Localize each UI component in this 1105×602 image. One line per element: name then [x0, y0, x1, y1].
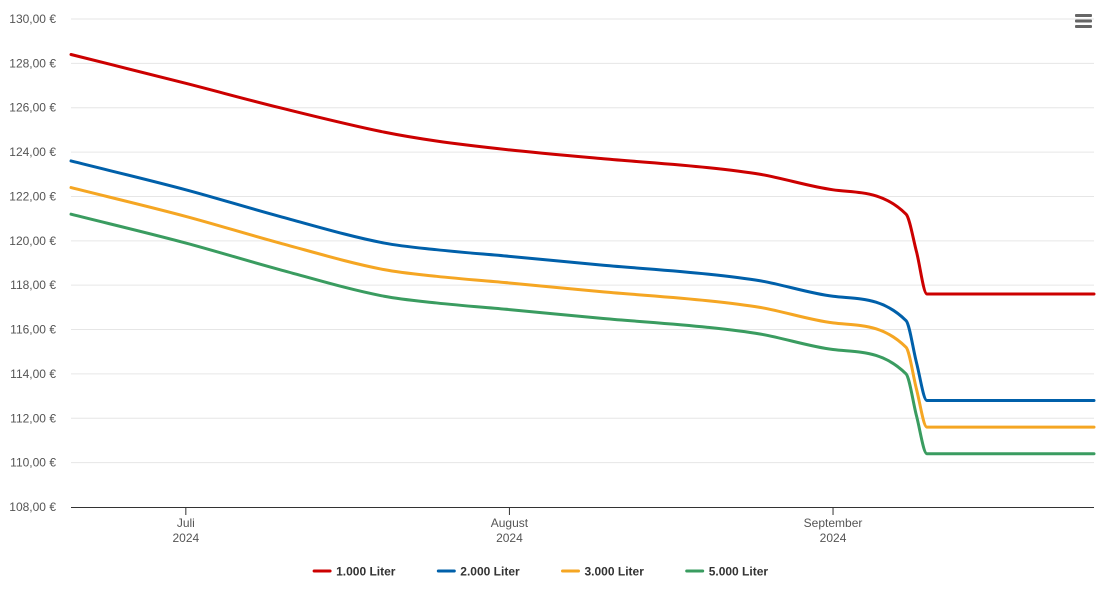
x-tick-label: Juli: [177, 516, 195, 530]
y-tick-label: 112,00 €: [10, 411, 56, 425]
x-tick-year: 2024: [820, 531, 847, 545]
y-tick-label: 114,00 €: [10, 367, 56, 381]
series-line-2-000-liter: [69, 159, 1096, 403]
y-tick-label: 120,00 €: [9, 234, 56, 248]
x-tick-year: 2024: [172, 531, 199, 545]
y-tick-label: 108,00 €: [9, 500, 56, 514]
y-tick-label: 118,00 €: [10, 278, 56, 292]
legend: 1.000 Liter 2.000 Liter 3.000 Liter 5.000 L…: [312, 565, 769, 579]
menu-icon[interactable]: [1075, 14, 1092, 28]
y-axis: 108,00 € 110,00 € 112,00 € 114,00 € 116,00 €…: [9, 12, 56, 514]
series-line-1-000-liter: [69, 52, 1096, 296]
y-tick-label: 122,00 €: [9, 189, 56, 203]
legend-label: 3.000 Liter: [585, 565, 645, 579]
series-lines: [69, 52, 1096, 456]
x-tick-label: September: [804, 516, 863, 530]
y-tick-label: 128,00 €: [9, 56, 56, 70]
x-tick-year: 2024: [496, 531, 523, 545]
y-tick-label: 116,00 €: [10, 323, 56, 337]
x-tick-label: August: [491, 516, 529, 530]
y-tick-label: 110,00 €: [10, 456, 56, 470]
legend-item-1-000-liter[interactable]: 1.000 Liter: [312, 565, 396, 579]
y-tick-label: 124,00 €: [9, 145, 56, 159]
legend-label: 5.000 Liter: [709, 565, 769, 579]
grid-lines: [71, 18, 1094, 464]
legend-label: 2.000 Liter: [460, 565, 520, 579]
legend-label: 1.000 Liter: [336, 565, 396, 579]
legend-item-2-000-liter[interactable]: 2.000 Liter: [436, 565, 520, 579]
legend-item-5-000-liter[interactable]: 5.000 Liter: [685, 565, 769, 579]
y-tick-label: 130,00 €: [9, 12, 56, 26]
series-line-3-000-liter: [69, 186, 1096, 429]
series-line-5-000-liter: [69, 212, 1096, 456]
legend-item-3-000-liter[interactable]: 3.000 Liter: [561, 565, 645, 579]
y-tick-label: 126,00 €: [9, 101, 56, 115]
